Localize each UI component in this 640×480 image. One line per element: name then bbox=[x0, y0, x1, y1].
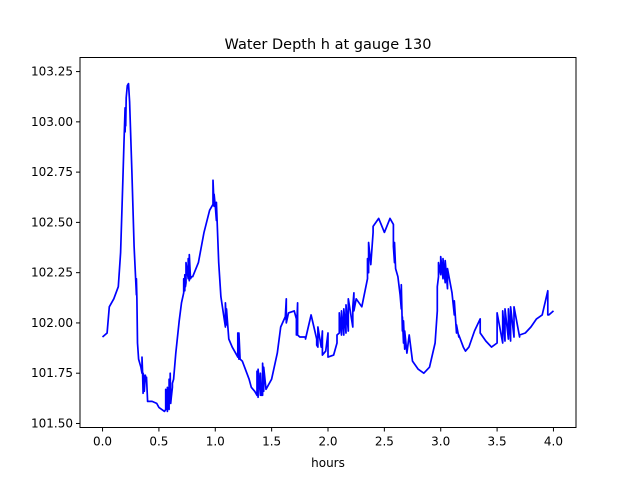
x-tick-label: 2.0 bbox=[318, 435, 337, 449]
y-tick-label: 102.25 bbox=[31, 266, 73, 280]
y-tick-label: 102.75 bbox=[31, 165, 73, 179]
y-tick-label: 102.50 bbox=[31, 215, 73, 229]
y-tick-label: 103.00 bbox=[31, 115, 73, 129]
y-tick-label: 101.50 bbox=[31, 416, 73, 430]
y-tick-label: 102.00 bbox=[31, 316, 73, 330]
x-tick-label: 3.5 bbox=[488, 435, 507, 449]
series-line bbox=[101, 82, 555, 413]
x-tick-label: 4.0 bbox=[544, 435, 563, 449]
x-tick-label: 0.5 bbox=[149, 435, 168, 449]
x-tick-label: 1.5 bbox=[262, 435, 281, 449]
x-tick-label: 3.0 bbox=[431, 435, 450, 449]
x-axis-label: hours bbox=[311, 456, 345, 470]
y-tick-label: 103.25 bbox=[31, 65, 73, 79]
x-tick-label: 1.0 bbox=[206, 435, 225, 449]
chart-title: Water Depth h at gauge 130 bbox=[225, 37, 432, 53]
x-tick-label: 2.5 bbox=[375, 435, 394, 449]
plot-frame bbox=[79, 57, 577, 428]
y-tick-label: 101.75 bbox=[31, 366, 73, 380]
x-tick-label: 0.0 bbox=[93, 435, 112, 449]
